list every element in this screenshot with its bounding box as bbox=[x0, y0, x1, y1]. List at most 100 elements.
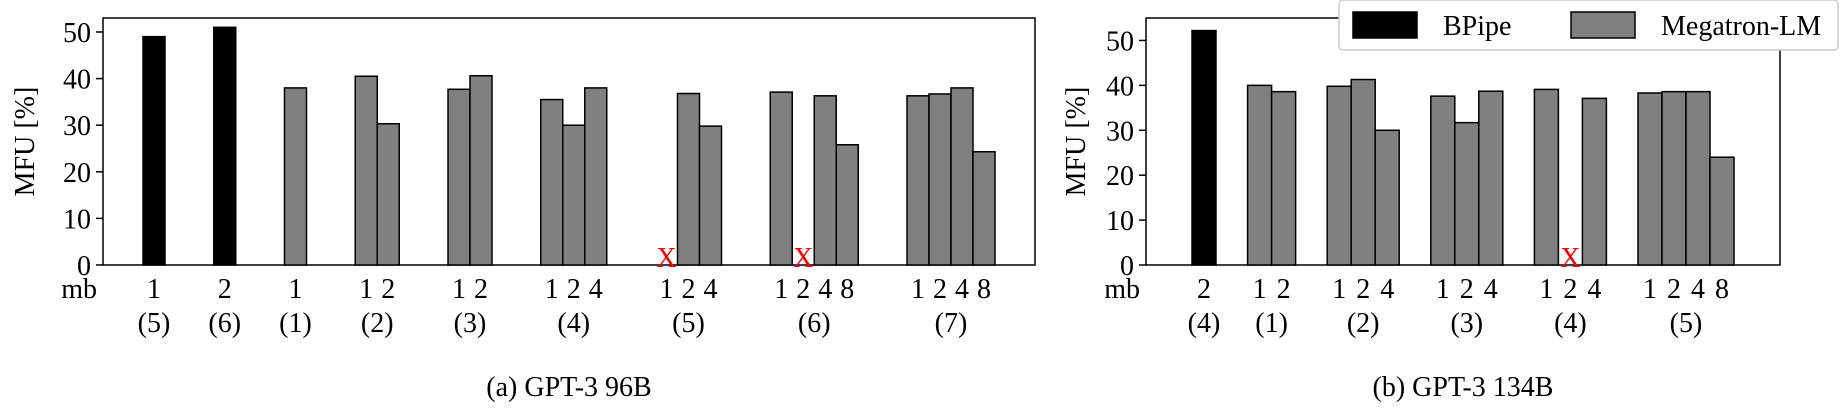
x-tick-label: 8 bbox=[977, 274, 991, 305]
x-tick-label: 2 bbox=[1277, 274, 1291, 305]
bar bbox=[698, 125, 723, 266]
bar bbox=[376, 123, 400, 266]
x-tick-label: 4 bbox=[589, 274, 603, 305]
x-tick-label: 2 bbox=[474, 274, 488, 305]
group-label: (4) bbox=[1554, 308, 1587, 339]
bar bbox=[584, 87, 608, 266]
bar bbox=[354, 75, 378, 266]
group-label: (6) bbox=[798, 308, 831, 339]
y-tick-label: 0 bbox=[1120, 251, 1134, 282]
group-label: (3) bbox=[1450, 308, 1483, 339]
bar bbox=[676, 92, 701, 266]
group-label: (1) bbox=[1255, 308, 1288, 339]
x-tick-label: 4 bbox=[818, 274, 832, 305]
bar bbox=[1709, 156, 1735, 266]
legend-swatch bbox=[1570, 11, 1636, 39]
group-label: (2) bbox=[361, 308, 394, 339]
bar bbox=[1350, 78, 1376, 266]
x-tick-label: 2 bbox=[567, 274, 581, 305]
bar bbox=[1430, 95, 1456, 266]
y-tick-label: 30 bbox=[1106, 116, 1134, 147]
legend-swatch bbox=[1352, 11, 1418, 39]
bar bbox=[142, 35, 166, 266]
bar bbox=[540, 98, 564, 266]
bar bbox=[447, 88, 471, 266]
x-tick-label: 1 bbox=[1436, 274, 1450, 305]
bar bbox=[1246, 84, 1273, 266]
chart-caption: (b) GPT-3 134B bbox=[1373, 372, 1554, 403]
x-prefix-label: mb bbox=[1104, 274, 1140, 305]
x-tick-label: 1 bbox=[1332, 274, 1346, 305]
y-tick-label: 40 bbox=[63, 65, 91, 96]
x-tick-label: 1 bbox=[452, 274, 466, 305]
y-tick-label: 40 bbox=[1106, 71, 1134, 102]
group-label: (5) bbox=[672, 308, 705, 339]
x-tick-label: 2 bbox=[682, 274, 696, 305]
y-tick-label: 50 bbox=[63, 18, 91, 49]
bar bbox=[813, 95, 837, 266]
bar bbox=[1533, 88, 1560, 266]
group-label: (6) bbox=[208, 308, 241, 339]
failed-marker: X bbox=[1560, 243, 1580, 274]
x-tick-label: 4 bbox=[1380, 274, 1394, 305]
x-tick-label: 2 bbox=[1563, 274, 1577, 305]
x-tick-label: 2 bbox=[1197, 274, 1211, 305]
y-axis-label: MFU [%] bbox=[10, 87, 41, 197]
x-tick-label: 1 bbox=[911, 274, 925, 305]
legend-label: Megatron-LM bbox=[1661, 11, 1821, 42]
group-label: (1) bbox=[279, 308, 312, 339]
x-tick-label: 2 bbox=[933, 274, 947, 305]
y-tick-label: 10 bbox=[63, 204, 91, 235]
bar bbox=[1191, 29, 1217, 266]
y-tick-label: 30 bbox=[63, 111, 91, 142]
x-tick-label: 1 bbox=[289, 274, 303, 305]
x-prefix-label: mb bbox=[61, 274, 97, 305]
y-tick-label: 0 bbox=[77, 251, 91, 282]
x-tick-label: 1 bbox=[774, 274, 788, 305]
group-label: (4) bbox=[1188, 308, 1221, 339]
x-tick-label: 2 bbox=[1356, 274, 1370, 305]
x-tick-label: 1 bbox=[660, 274, 674, 305]
group-label: (3) bbox=[454, 308, 487, 339]
bar bbox=[1637, 92, 1663, 266]
y-tick-label: 20 bbox=[63, 158, 91, 189]
legend-label: BPipe bbox=[1443, 11, 1511, 42]
x-tick-label: 4 bbox=[955, 274, 969, 305]
legend: BPipe Megatron-LM bbox=[1338, 0, 1839, 51]
failed-marker: X bbox=[793, 243, 813, 274]
group-label: (4) bbox=[557, 308, 590, 339]
x-tick-label: 1 bbox=[1643, 274, 1657, 305]
failed-marker: X bbox=[656, 243, 676, 274]
x-tick-label: 2 bbox=[381, 274, 395, 305]
bar bbox=[906, 95, 930, 266]
x-tick-label: 1 bbox=[1253, 274, 1267, 305]
bar bbox=[835, 144, 859, 266]
x-tick-label: 1 bbox=[147, 274, 161, 305]
bar bbox=[562, 124, 586, 266]
x-tick-label: 4 bbox=[1587, 274, 1601, 305]
y-tick-label: 50 bbox=[1106, 26, 1134, 57]
x-tick-label: 4 bbox=[704, 274, 718, 305]
bar bbox=[1685, 90, 1711, 266]
bar bbox=[469, 75, 493, 266]
bar bbox=[928, 93, 952, 266]
x-tick-label: 1 bbox=[359, 274, 373, 305]
bar bbox=[1270, 90, 1297, 266]
x-tick-label: 4 bbox=[1484, 274, 1498, 305]
chart-caption: (a) GPT-3 96B bbox=[486, 372, 651, 403]
bar bbox=[1454, 121, 1480, 266]
bar bbox=[972, 151, 996, 266]
group-label: (7) bbox=[935, 308, 968, 339]
x-tick-label: 1 bbox=[1539, 274, 1553, 305]
x-tick-label: 2 bbox=[218, 274, 232, 305]
y-tick-label: 10 bbox=[1106, 206, 1134, 237]
bar bbox=[283, 87, 308, 266]
bar bbox=[950, 87, 974, 266]
x-tick-label: 2 bbox=[1460, 274, 1474, 305]
bar bbox=[769, 91, 793, 266]
group-label: (2) bbox=[1347, 308, 1380, 339]
bar bbox=[1661, 90, 1687, 266]
